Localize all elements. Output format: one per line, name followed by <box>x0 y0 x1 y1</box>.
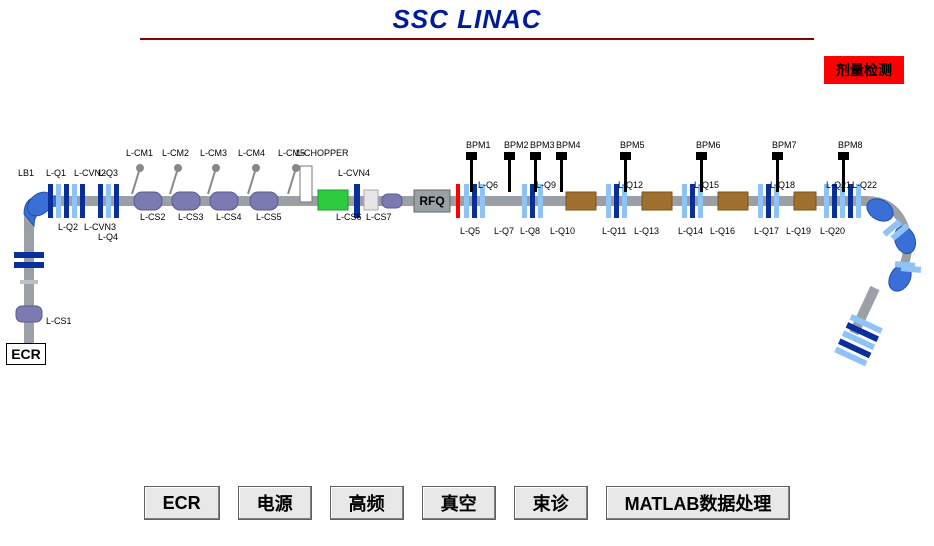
component-label: BPM6 <box>696 140 721 150</box>
component-label: L-Q2 <box>58 222 78 232</box>
component-label: L-CM3 <box>200 148 227 158</box>
component-label: L-Q10 <box>550 226 575 236</box>
component-label: LB1 <box>18 168 34 178</box>
component-label: L-CM1 <box>126 148 153 158</box>
component-label: BPM3 <box>530 140 555 150</box>
nav-power[interactable]: 电源 <box>238 486 312 520</box>
component-label: BPM2 <box>504 140 529 150</box>
component-label: L-Q13 <box>634 226 659 236</box>
nav-ecr[interactable]: ECR <box>144 486 220 520</box>
nav-vacuum[interactable]: 真空 <box>422 486 496 520</box>
component-label: BPM1 <box>466 140 491 150</box>
component-label: L-CS7 <box>366 212 392 222</box>
component-label: L-CVN4 <box>338 168 370 178</box>
component-label: L-Q19 <box>786 226 811 236</box>
component-label: L-Q5 <box>460 226 480 236</box>
component-label: L-CM2 <box>162 148 189 158</box>
component-label: L-Q17 <box>754 226 779 236</box>
ecr-source-box: ECR <box>6 343 46 365</box>
component-label: L-Q22 <box>852 180 877 190</box>
linac-diagram: RFQ <box>0 0 934 546</box>
component-label: L-Q16 <box>710 226 735 236</box>
component-label: L-Q21 <box>826 180 851 190</box>
component-label: L-CVN3 <box>84 222 116 232</box>
nav-button-bar: ECR 电源 高频 真空 束诊 MATLAB数据处理 <box>0 486 934 520</box>
component-label: L-CS2 <box>140 212 166 222</box>
component-label: L-Q20 <box>820 226 845 236</box>
component-label: L-Q11 <box>602 226 626 236</box>
nav-beamdiag[interactable]: 束诊 <box>514 486 588 520</box>
nav-matlab[interactable]: MATLAB数据处理 <box>606 486 791 520</box>
svg-text:RFQ: RFQ <box>419 194 444 208</box>
component-label: BPM7 <box>772 140 797 150</box>
component-label: L-CS6 <box>336 212 362 222</box>
component-label: L-Q4 <box>98 232 118 242</box>
component-label: L-CS4 <box>216 212 242 222</box>
component-label: L-CHOPPER <box>296 148 349 158</box>
component-label: L-Q8 <box>520 226 540 236</box>
component-label: L-Q9 <box>536 180 556 190</box>
nav-rf[interactable]: 高频 <box>330 486 404 520</box>
component-label: L-Q1 <box>46 168 66 178</box>
component-label: BPM4 <box>556 140 581 150</box>
component-label: L-CM4 <box>238 148 265 158</box>
component-label: L-Q6 <box>478 180 498 190</box>
component-label: L-Q3 <box>98 168 118 178</box>
component-label: L-Q12 <box>618 180 643 190</box>
component-label: L-Q7 <box>494 226 514 236</box>
component-label: L-CS1 <box>46 316 72 326</box>
component-label: L-CS5 <box>256 212 282 222</box>
component-label: BPM5 <box>620 140 645 150</box>
component-label: L-Q15 <box>694 180 719 190</box>
component-label: L-CS3 <box>178 212 204 222</box>
component-label: L-Q14 <box>678 226 703 236</box>
component-label: BPM8 <box>838 140 863 150</box>
component-label: L-Q18 <box>770 180 795 190</box>
